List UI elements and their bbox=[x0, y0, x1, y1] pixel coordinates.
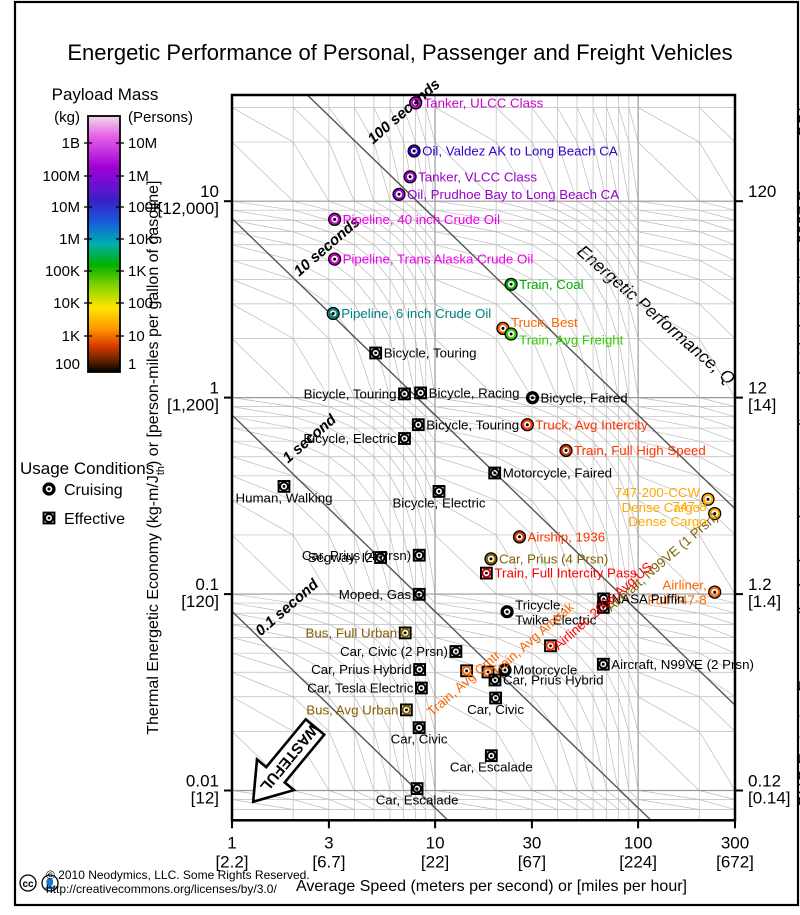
svg-text:(Persons): (Persons) bbox=[128, 109, 193, 126]
svg-text:Car, Prius Hybrid: Car, Prius Hybrid bbox=[311, 662, 412, 677]
svg-text:[12]: [12] bbox=[191, 789, 219, 808]
svg-text:Energetic Performance of Perso: Energetic Performance of Personal, Passe… bbox=[67, 40, 732, 65]
svg-text:3: 3 bbox=[324, 833, 333, 852]
svg-text:10: 10 bbox=[128, 328, 145, 345]
svg-text:GHG Emissive Economy (kg-km/gC: GHG Emissive Economy (kg-km/gCO2e) using… bbox=[795, 108, 800, 808]
svg-text:[224]: [224] bbox=[619, 852, 657, 871]
svg-text:1K: 1K bbox=[62, 328, 80, 345]
svg-text:Bicycle, Faired: Bicycle, Faired bbox=[541, 390, 628, 405]
svg-text:[672]: [672] bbox=[716, 852, 754, 871]
svg-text:Pipeline, Trans Alaska Crude O: Pipeline, Trans Alaska Crude Oil bbox=[343, 252, 534, 267]
svg-text:(kg): (kg) bbox=[54, 109, 80, 126]
svg-text:Car, Civic (2 Prsn): Car, Civic (2 Prsn) bbox=[340, 644, 448, 659]
svg-text:© 2010 Neodymics, LLC. Some R: © 2010 Neodymics, LLC. Some Rights Reser… bbox=[46, 868, 310, 882]
svg-text:Car, Escalade: Car, Escalade bbox=[450, 760, 533, 775]
svg-text:Bus, Avg Urban: Bus, Avg Urban bbox=[306, 703, 398, 718]
svg-text:[67]: [67] bbox=[518, 852, 546, 871]
svg-text:Train, Coal: Train, Coal bbox=[519, 277, 584, 292]
svg-text:Bicycle, Electric: Bicycle, Electric bbox=[392, 495, 485, 510]
svg-text:Pipeline, 40 inch Crude Oil: Pipeline, 40 inch Crude Oil bbox=[343, 212, 500, 227]
svg-text:Bicycle, Electric: Bicycle, Electric bbox=[303, 431, 396, 446]
svg-text:100K: 100K bbox=[45, 263, 80, 280]
svg-text:10M: 10M bbox=[128, 135, 157, 152]
svg-text:100M: 100M bbox=[42, 168, 80, 185]
svg-text:Cruising: Cruising bbox=[64, 482, 123, 499]
svg-text:[6.7]: [6.7] bbox=[312, 852, 345, 871]
svg-text:[22]: [22] bbox=[421, 852, 449, 871]
svg-text:747-200-CCW: 747-200-CCW bbox=[615, 485, 700, 500]
svg-text:100: 100 bbox=[55, 356, 80, 373]
svg-text:Car, Prius (4 Prsn): Car, Prius (4 Prsn) bbox=[499, 552, 608, 567]
svg-text:Payload Mass: Payload Mass bbox=[52, 85, 159, 104]
svg-text:100: 100 bbox=[624, 833, 652, 852]
svg-text:Moped, Gas: Moped, Gas bbox=[339, 587, 412, 602]
svg-text:Airship, 1936: Airship, 1936 bbox=[528, 530, 606, 545]
svg-text:[14]: [14] bbox=[748, 396, 776, 415]
svg-text:1: 1 bbox=[227, 833, 236, 852]
svg-text:Aircraft, N99VE (2 Prsn): Aircraft, N99VE (2 Prsn) bbox=[611, 657, 754, 672]
svg-text:Tanker, VLCC Class: Tanker, VLCC Class bbox=[418, 169, 537, 184]
svg-text:[12,000]: [12,000] bbox=[158, 199, 219, 218]
svg-text:[1,200]: [1,200] bbox=[167, 396, 219, 415]
svg-text:10M: 10M bbox=[51, 199, 80, 216]
svg-text:120: 120 bbox=[748, 182, 776, 201]
svg-text:Average Speed (meters per seco: Average Speed (meters per second) or [mi… bbox=[296, 878, 687, 895]
svg-text:Car, Escalade: Car, Escalade bbox=[376, 793, 459, 808]
svg-text:1M: 1M bbox=[59, 231, 80, 248]
svg-text:Truck, Best: Truck, Best bbox=[511, 315, 578, 330]
svg-text:Car, Prius (4 Prsn): Car, Prius (4 Prsn) bbox=[302, 548, 411, 563]
svg-text:1: 1 bbox=[128, 356, 136, 373]
svg-text:1B: 1B bbox=[62, 135, 80, 152]
svg-text:Truck, Avg Intercity: Truck, Avg Intercity bbox=[535, 417, 648, 432]
svg-text:10K: 10K bbox=[53, 295, 80, 312]
svg-text:Bicycle, Touring: Bicycle, Touring bbox=[304, 387, 397, 402]
svg-text:[0.14]: [0.14] bbox=[748, 789, 791, 808]
svg-text:Bicycle, Touring: Bicycle, Touring bbox=[426, 417, 519, 432]
svg-text:300: 300 bbox=[721, 833, 749, 852]
svg-text:Airliner,: Airliner, bbox=[662, 578, 706, 593]
svg-text:Train, Full High Speed: Train, Full High Speed bbox=[574, 443, 706, 458]
svg-text:1K: 1K bbox=[128, 263, 146, 280]
svg-text:747-8: 747-8 bbox=[673, 499, 707, 514]
svg-text:[120]: [120] bbox=[181, 592, 219, 611]
svg-text:10: 10 bbox=[426, 833, 445, 852]
svg-text:Pipeline, 6 inch Crude Oil: Pipeline, 6 inch Crude Oil bbox=[341, 306, 491, 321]
svg-text:Tanker, ULCC Class: Tanker, ULCC Class bbox=[424, 96, 544, 111]
svg-text:Car, Prius Hybrid: Car, Prius Hybrid bbox=[503, 673, 604, 688]
svg-text:Train, Full Intercity Pass.: Train, Full Intercity Pass. bbox=[494, 566, 640, 581]
svg-text:Bicycle, Racing: Bicycle, Racing bbox=[429, 386, 520, 401]
svg-text:Human, Walking: Human, Walking bbox=[235, 490, 332, 505]
svg-text:Oil, Prudhoe Bay to Long Beach: Oil, Prudhoe Bay to Long Beach CA bbox=[407, 187, 619, 202]
svg-text:Train, Avg Freight: Train, Avg Freight bbox=[519, 333, 624, 348]
svg-text:Usage Conditions: Usage Conditions bbox=[20, 459, 154, 478]
svg-text:Car, Civic: Car, Civic bbox=[467, 702, 524, 717]
svg-text:http://creativecommons.org/lic: http://creativecommons.org/licenses/by/3… bbox=[46, 882, 277, 896]
svg-text:Effective: Effective bbox=[64, 511, 125, 528]
svg-text:cc: cc bbox=[22, 879, 34, 890]
svg-text:30: 30 bbox=[522, 833, 541, 852]
svg-text:Motorcycle, Faired: Motorcycle, Faired bbox=[503, 466, 612, 481]
svg-text:Bus, Full Urban: Bus, Full Urban bbox=[306, 626, 398, 641]
svg-text:Car, Tesla Electric: Car, Tesla Electric bbox=[307, 681, 414, 696]
svg-text:Car, Civic: Car, Civic bbox=[391, 732, 448, 747]
svg-text:[1.4]: [1.4] bbox=[748, 592, 781, 611]
svg-text:Oil, Valdez AK to Long Beach C: Oil, Valdez AK to Long Beach CA bbox=[422, 144, 618, 159]
svg-text:Bicycle, Touring: Bicycle, Touring bbox=[384, 346, 477, 361]
